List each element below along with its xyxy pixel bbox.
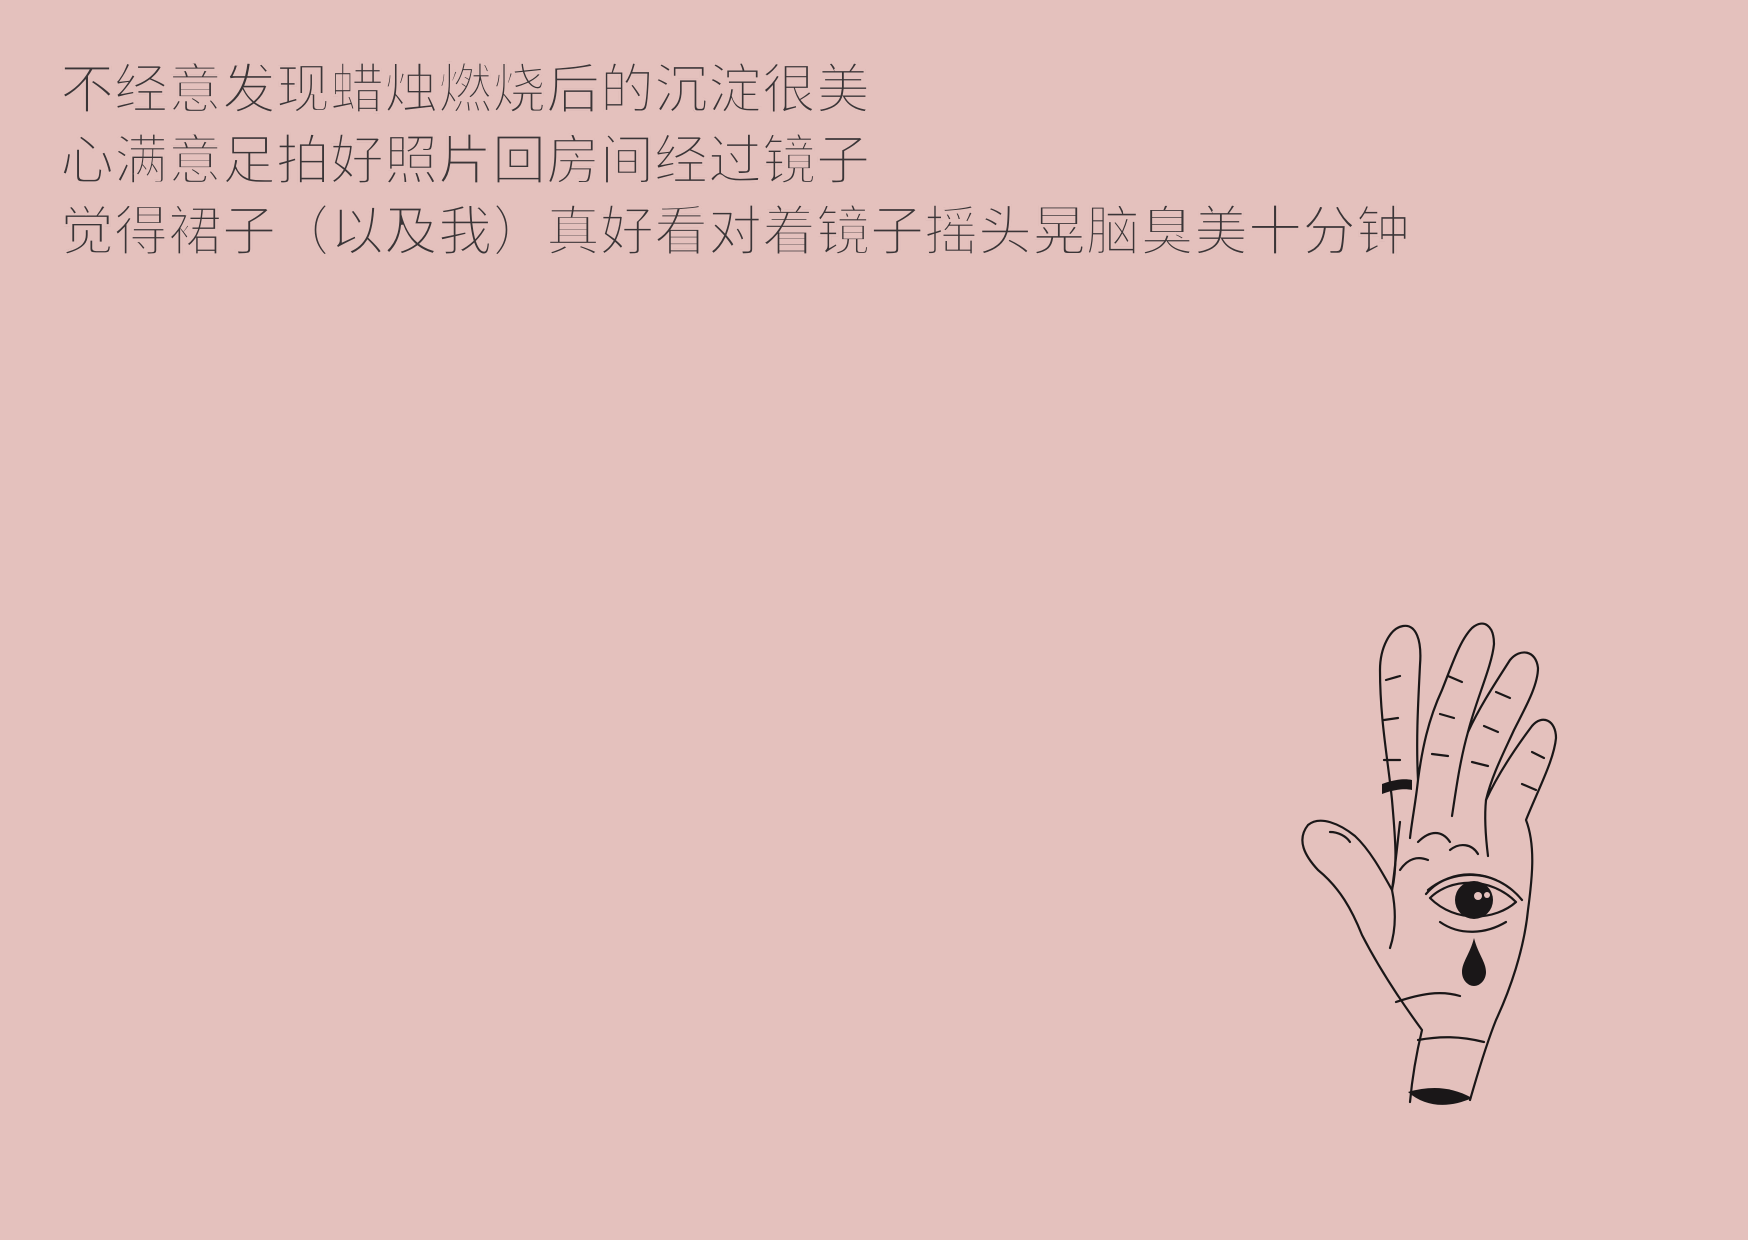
poem-text: 不经意发现蜡烛燃烧后的沉淀很美 心满意足拍好照片回房间经过镜子 觉得裙子（以及我…: [60, 54, 1460, 267]
poem-line-3: 觉得裙子（以及我）真好看对着镜子摇头晃脑臭美十分钟: [60, 200, 1411, 264]
poem-line-1: 不经意发现蜡烛燃烧后的沉淀很美: [60, 58, 871, 122]
hand-with-eye-icon: [1301, 622, 1558, 1105]
poem-line-2: 心满意足拍好照片回房间经过镜子: [60, 129, 871, 193]
